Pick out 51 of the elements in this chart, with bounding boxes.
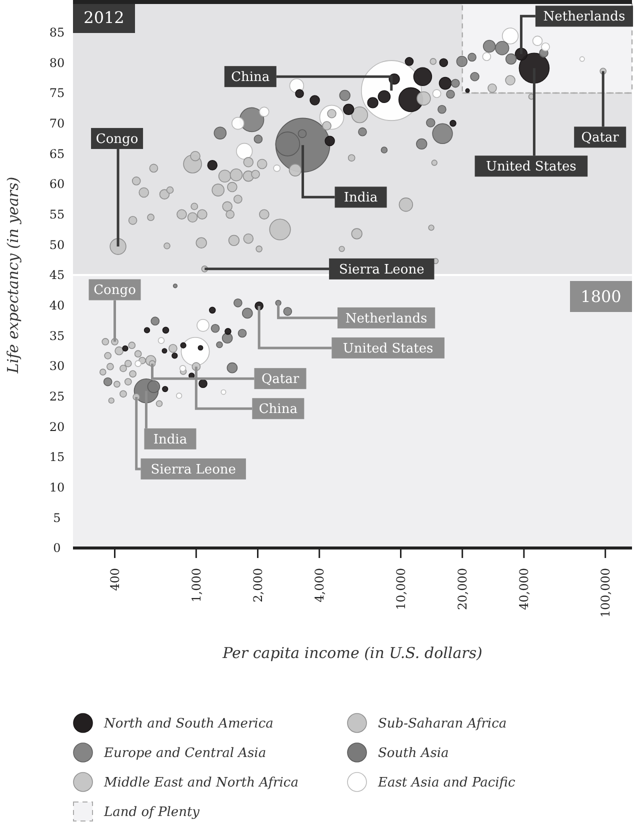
annotation: China <box>231 70 270 86</box>
annotation: China <box>258 402 298 418</box>
y-tick-label: 20 <box>49 420 65 434</box>
legend-label: Sub-Saharan Africa <box>378 716 507 732</box>
annotation: United States <box>342 341 434 356</box>
annotation: Netherlands <box>543 10 626 25</box>
band-label: 2012 <box>84 8 124 27</box>
annotation: Netherlands <box>345 311 428 326</box>
y-tick-label: 70 <box>49 116 65 131</box>
x-tick-label: 40,000 <box>517 568 532 610</box>
annotation: Qatar <box>581 130 620 146</box>
y-tick-label: 0 <box>53 541 61 556</box>
legend-label: Europe and Central Asia <box>103 746 266 761</box>
annotation: Qatar <box>261 372 300 388</box>
legend-label: North and South America <box>103 716 274 732</box>
x-tick-label: 4,000 <box>312 568 327 602</box>
y-tick-label: 65 <box>49 146 65 161</box>
y-tick-label: 25 <box>49 390 65 404</box>
x-axis-title: Per capita income (in U.S. dollars) <box>222 644 483 662</box>
annotation: India <box>153 432 188 448</box>
legend-label: Middle East and North Africa <box>103 776 298 790</box>
x-tick-label: 2,000 <box>250 568 265 602</box>
x-tick-label: 20,000 <box>456 568 470 610</box>
annotation: United States <box>486 160 576 175</box>
annotation: Congo <box>96 132 138 147</box>
y-tick-label: 10 <box>49 480 65 495</box>
y-tick-label: 50 <box>49 238 65 252</box>
y-tick-label: 75 <box>49 86 65 100</box>
annotation: India <box>344 190 378 206</box>
x-tick-label: 10,000 <box>394 568 408 610</box>
y-tick-label: 15 <box>49 450 65 464</box>
y-tick-label: 5 <box>53 510 61 525</box>
y-tick-label: 45 <box>49 268 65 282</box>
band-label: 1800 <box>580 287 622 306</box>
y-tick-label: 55 <box>49 208 65 222</box>
y-tick-label: 30 <box>49 359 65 374</box>
y-tick-label: 85 <box>49 26 65 40</box>
y-axis-title: Life expectancy (in years) <box>4 176 22 374</box>
legend-label: South Asia <box>378 746 449 761</box>
y-tick-label: 80 <box>49 56 65 70</box>
y-tick-label: 60 <box>49 177 65 192</box>
legend-label: Land of Plenty <box>103 805 200 820</box>
annotation: Sierra Leone <box>338 262 425 278</box>
x-tick-label: 1,000 <box>189 568 204 602</box>
x-tick-label: 400 <box>108 568 122 591</box>
annotation: Congo <box>94 283 136 298</box>
y-tick-label: 35 <box>49 328 65 343</box>
y-tick-label: 40 <box>49 298 65 313</box>
annotation: Sierra Leone <box>150 462 236 478</box>
x-tick-label: 100,000 <box>598 568 613 618</box>
legend-label: East Asia and Pacific <box>377 776 516 790</box>
